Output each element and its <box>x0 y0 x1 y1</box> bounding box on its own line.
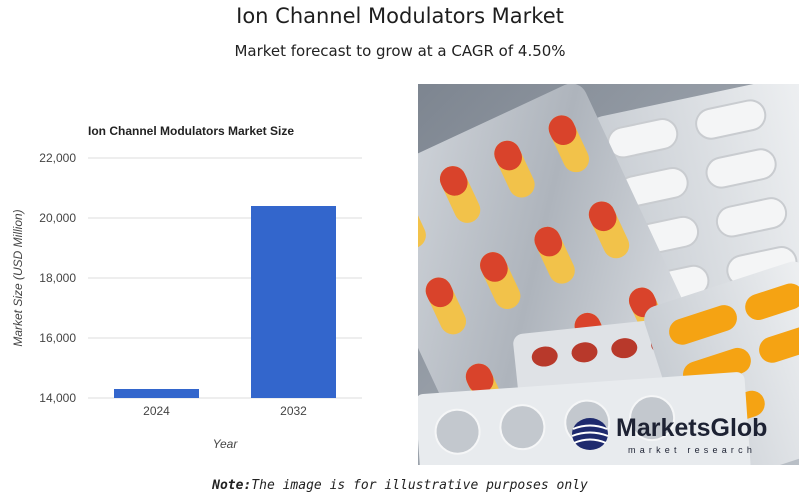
y-tick-label: 20,000 <box>39 211 76 225</box>
bar-chart: Ion Channel Modulators Market Size 14,000… <box>11 124 362 451</box>
brand-name: MarketsGlob <box>616 414 767 442</box>
y-axis-label: Market Size (USD Million) <box>11 209 25 346</box>
product-photo: MarketsGlob market research <box>418 84 799 465</box>
y-tick-label: 18,000 <box>39 271 76 285</box>
x-axis-label: Year <box>213 437 239 451</box>
page-subtitle: Market forecast to grow at a CAGR of 4.5… <box>234 42 566 60</box>
brand-globe-icon <box>571 418 609 450</box>
chart-title: Ion Channel Modulators Market Size <box>88 124 294 138</box>
y-tick-label: 14,000 <box>39 391 76 405</box>
x-tick-label: 2024 <box>143 404 170 418</box>
pill-blister-packs-photo: MarketsGlob market research <box>418 84 799 465</box>
bar-2024 <box>114 389 199 398</box>
note-text: The image is for illustrative purposes o… <box>251 478 588 493</box>
y-tick-label: 16,000 <box>39 331 76 345</box>
illustrative-note: Note:The image is for illustrative purpo… <box>0 478 800 493</box>
brand-tagline: market research <box>628 445 756 455</box>
y-tick-label: 22,000 <box>39 151 76 165</box>
page-title: Ion Channel Modulators Market <box>236 4 564 28</box>
x-tick-label: 2032 <box>280 404 307 418</box>
bar-2032 <box>251 206 336 398</box>
note-label: Note: <box>212 478 252 493</box>
